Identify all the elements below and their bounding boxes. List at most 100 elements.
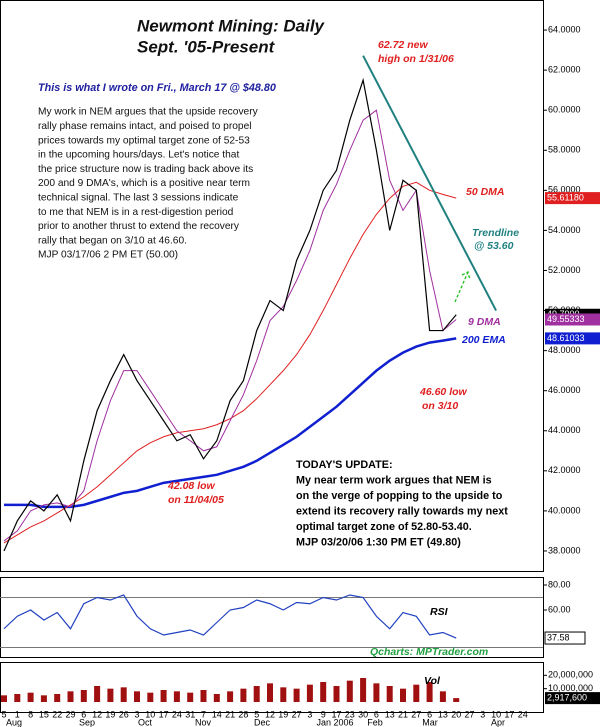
series-label: 200 EMA [461,334,506,346]
x-tick-label: 3 [480,709,485,719]
volume-bar [346,680,353,702]
note-line: My work in NEM argues that the upside re… [38,107,259,118]
volume-bar [373,683,380,702]
rsi-line [3,594,457,639]
volume-bar [253,686,260,702]
volume-bar [80,690,87,702]
volume-bar [453,698,460,702]
volume-bar [426,682,433,702]
last-value-box [545,692,600,705]
arrow [454,271,471,303]
x-tick-label: 10 [491,709,501,719]
x-tick-label: 24 [172,709,182,719]
last-value-label: 55.61180 [547,192,584,202]
y-tick-label: 64.0000 [548,24,581,34]
annotation: high on 1/31/06 [378,53,454,65]
y-tick-label: 10,000,000 [548,683,593,693]
volume-bar [360,678,367,702]
series-line [4,337,457,509]
note-line: technical signal. The last 3 sessions in… [38,192,239,203]
update-line: TODAY'S UPDATE: [296,459,393,471]
volume-bar [173,691,180,702]
y-tick-label: 52.0000 [548,265,581,275]
volume-bar [267,683,273,702]
y-tick-label: 44.0000 [548,425,581,435]
update-line: MJP 03/20/06 1:30 PM ET (49.80) [296,536,461,548]
x-tick-label: 17 [159,709,169,719]
rsi-panel [0,577,544,658]
y-tick-label: 60.00 [548,604,571,614]
update-line: on the verge of popping to the upside to [296,490,503,502]
month-label: Jan 2006 [316,717,353,727]
volume-bar [40,695,47,702]
series-label: 50 DMA [466,186,505,198]
panel-label: Vol [424,675,441,687]
volume-bar [306,684,313,702]
volume-bar [413,684,420,702]
month-label: Aug [6,717,22,727]
update-line: optimal target zone of 52.80-53.40. [296,521,472,533]
notes-heading: This is what I wrote on Fri., March 17 @… [38,82,276,94]
x-tick-label: 13 [385,709,395,719]
volume-bar [14,694,21,702]
x-tick-label: 19 [278,709,288,719]
x-tick-label: 29 [65,709,75,719]
annotation: 62.72 new [378,39,428,51]
update-line: My near term work argues that NEM is [296,474,492,486]
x-tick-label: 22 [52,709,62,719]
y-tick-label: 40.0000 [548,505,581,515]
x-tick-label: 15 [39,709,49,719]
x-tick-label: 21 [398,709,408,719]
note-line: the price structure now is trading back … [38,164,253,175]
last-value-box [545,192,600,205]
trendline [362,55,497,312]
update-line: extend its recovery rally towards my nex… [296,505,508,517]
volume-bar [94,686,101,702]
month-label: Feb [367,717,383,727]
x-tick-label: 13 [438,709,448,719]
volume-bar [386,686,393,702]
month-label: Mar [422,717,438,727]
last-value-label: 2,917,600 [547,692,587,702]
last-value-box [545,313,600,326]
last-value-box [545,332,600,345]
last-value-label: 48.61033 [547,333,585,343]
volume-bar [134,691,140,702]
volume-bar [280,687,287,702]
y-tick-label: 38.0000 [548,545,581,555]
note-line: rally phase remains intact, and poised t… [38,121,252,132]
x-tick-label: 30 [358,709,368,719]
x-tick-label: 21 [225,709,235,719]
note-line: MJP 03/17/06 2 PM ET (50.00) [38,250,178,261]
source-label: Qcharts: MPTrader.com [370,646,488,658]
volume-bar [320,682,327,702]
x-tick-label: 6 [374,709,379,719]
x-tick-label: 12 [265,709,275,719]
trendline-label: Trendline [472,227,519,239]
volume-bar [147,692,154,702]
y-tick-label: 58.0000 [548,145,581,155]
volume-bar [333,686,340,702]
annotation: 42.08 low [167,480,216,492]
x-tick-label: 5 [254,709,259,719]
volume-bar [227,691,234,702]
x-tick-label: 27 [464,709,474,719]
x-tick-label: 9 [321,709,326,719]
series-line [3,181,457,544]
y-tick-label: 80.00 [548,579,571,589]
x-tick-label: 6 [427,709,432,719]
x-tick-label: 27 [411,709,421,719]
volume-bar [160,690,167,702]
series-line [3,109,457,542]
volume-bar [54,694,61,702]
x-tick-label: 3 [134,709,139,719]
x-tick-label: 5 [1,709,6,719]
trendline-label: @ 53.60 [474,240,514,252]
x-tick-label: 3 [307,709,312,719]
x-tick-label: 8 [28,709,33,719]
panel-label: RSI [430,606,449,618]
annotation: on 3/10 [422,400,458,412]
note-line: prices towards my optimal target zone of… [38,135,250,146]
volume-bar [27,692,34,702]
note-line: rally that began on 3/10 at 46.60. [38,235,187,246]
